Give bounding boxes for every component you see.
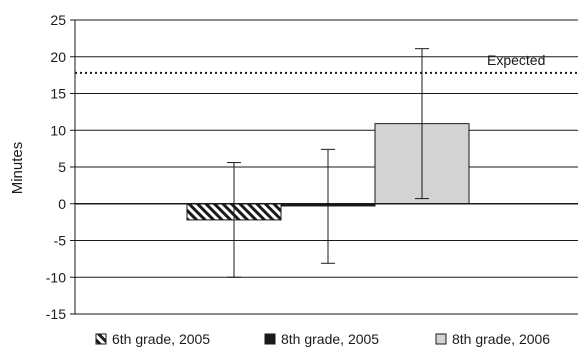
- legend: 6th grade, 2005 8th grade, 2005 8th grade,…: [95, 331, 550, 347]
- legend-label-3: 8th grade, 2006: [452, 331, 550, 347]
- legend-label-1: 6th grade, 2005: [112, 331, 210, 347]
- y-tick-label: -5: [54, 233, 67, 249]
- y-tick-label: 10: [50, 122, 66, 138]
- y-tick-label: 15: [50, 86, 66, 102]
- y-tick-label: 20: [50, 49, 66, 65]
- legend-swatch-2: [264, 333, 276, 345]
- legend-swatch-1: [95, 333, 107, 345]
- y-axis-label: Minutes: [9, 142, 26, 195]
- gridlines: [75, 19, 578, 315]
- expected-label: Expected: [487, 52, 545, 68]
- legend-label-2: 8th grade, 2005: [281, 331, 379, 347]
- y-tick-label: -15: [46, 306, 66, 322]
- y-tick-label: 0: [58, 196, 66, 212]
- y-tick-label: -10: [46, 269, 66, 285]
- error-bars: [227, 48, 429, 278]
- y-tick-label: 25: [50, 12, 66, 28]
- y-tick-label: 5: [58, 159, 66, 175]
- y-axis-ticks: 25 20 15 10 5 0 -5 -10 -15: [46, 12, 75, 322]
- legend-swatch-3: [435, 333, 447, 345]
